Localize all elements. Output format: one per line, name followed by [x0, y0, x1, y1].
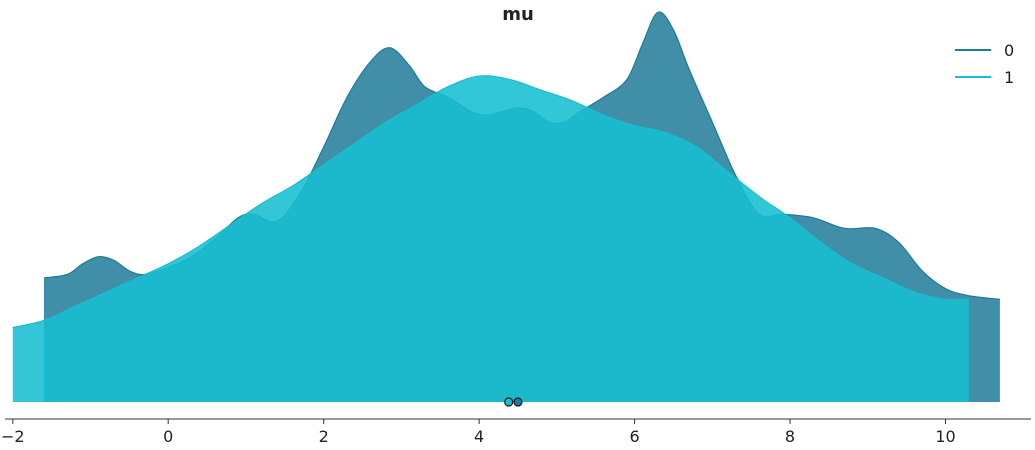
point-estimate-marker-series-0: [513, 397, 523, 407]
ridge-area-series-1: [12, 75, 969, 402]
point-estimate-marker-series-1: [504, 397, 514, 407]
x-tick-label: −2: [1, 427, 25, 446]
legend-label-series-1: 1: [1004, 68, 1014, 87]
x-tick-label: 0: [163, 427, 173, 446]
x-tick-label: 6: [630, 427, 640, 446]
x-axis: −2 0 2 4 6 8 10: [1, 418, 1031, 446]
x-tick-label: 4: [474, 427, 484, 446]
ridges: [12, 11, 1000, 407]
ridge-line-series-1: [12, 75, 969, 329]
legend-label-series-0: 0: [1004, 41, 1014, 60]
chart-title: mu: [502, 4, 534, 25]
legend: 01: [955, 41, 1014, 87]
x-tick-label: 10: [935, 427, 955, 446]
x-tick-label: 2: [319, 427, 329, 446]
x-tick-label: 8: [785, 427, 795, 446]
